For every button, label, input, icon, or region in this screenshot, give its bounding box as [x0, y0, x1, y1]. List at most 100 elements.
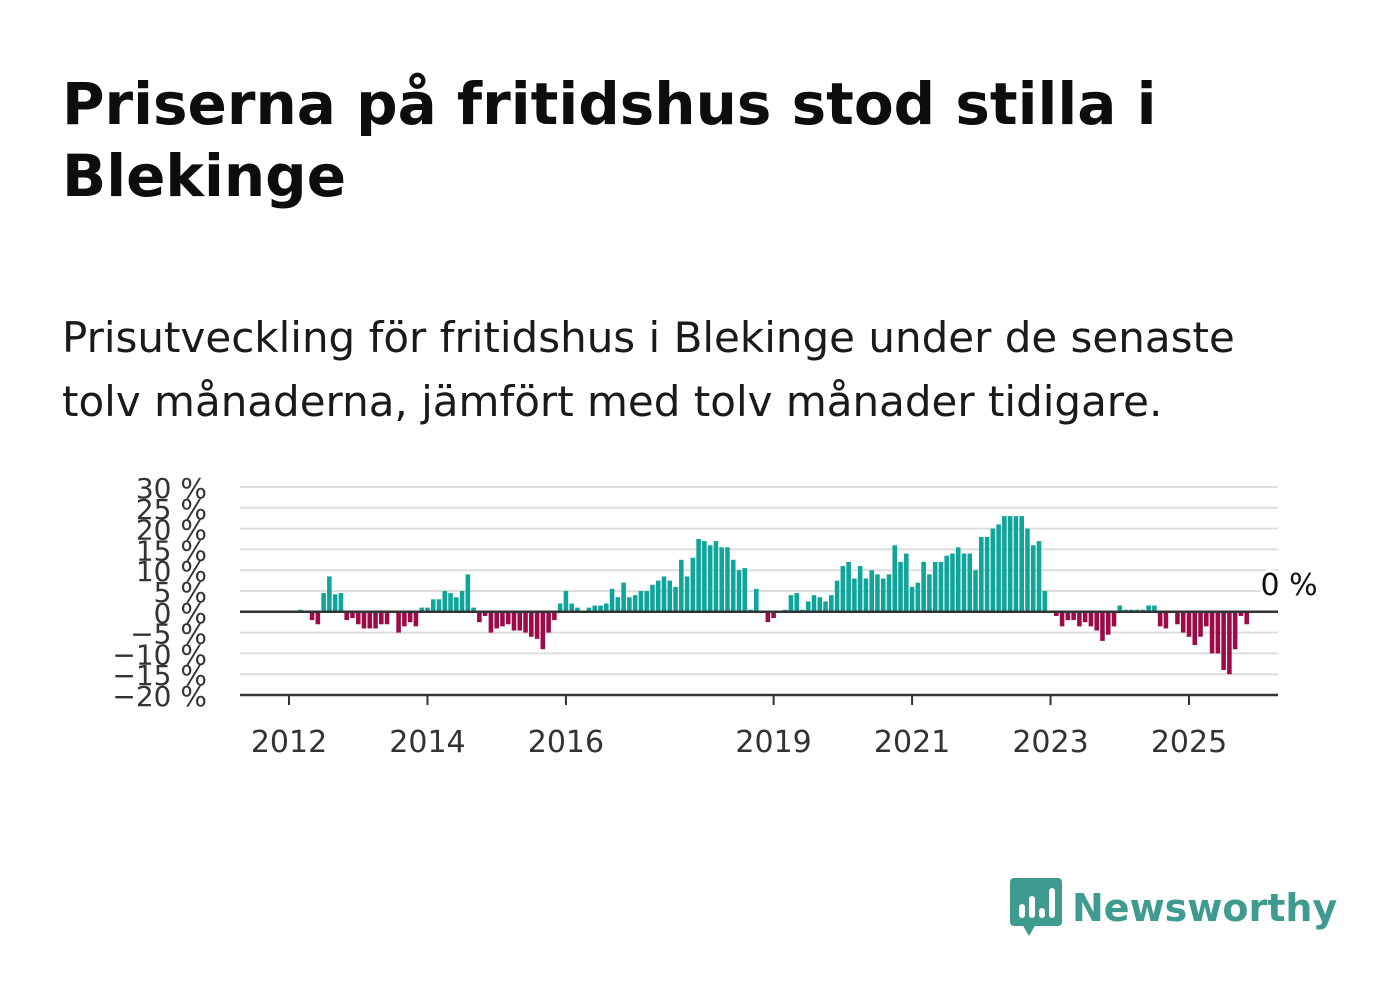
bar: [909, 586, 915, 612]
bar: [454, 597, 459, 612]
bar: [540, 611, 546, 650]
bar: [1180, 611, 1186, 633]
y-tick-label: 20 %: [136, 514, 207, 547]
bar: [529, 611, 534, 637]
bar: [725, 547, 730, 612]
bar: [736, 570, 742, 612]
y-tick-label: −10 %: [112, 638, 207, 671]
bar: [488, 611, 494, 633]
bar: [609, 588, 615, 612]
bar: [863, 578, 869, 612]
y-tick-label: −20 %: [112, 680, 207, 713]
bar: [604, 603, 609, 612]
bar: [990, 528, 996, 612]
bar: [552, 611, 557, 621]
bar: [563, 591, 569, 612]
bar: [396, 611, 401, 633]
x-tick-label: 2012: [251, 725, 327, 760]
bar: [713, 541, 719, 612]
bar: [632, 595, 638, 612]
bar: [1204, 611, 1209, 627]
bar: [1100, 611, 1105, 641]
bar: [898, 561, 903, 612]
bar: [367, 611, 373, 629]
bar: [788, 595, 794, 612]
y-tick-label: 10 %: [136, 555, 207, 588]
bar: [430, 599, 436, 612]
bar: [932, 561, 938, 612]
bar: [471, 607, 476, 612]
bar: [407, 611, 413, 623]
bar: [442, 591, 448, 612]
bar: [1105, 611, 1111, 635]
bar: [598, 605, 603, 612]
bar: [961, 553, 967, 612]
bar: [592, 605, 598, 612]
bar: [448, 593, 453, 612]
bar: [875, 574, 880, 612]
bar: [1088, 611, 1094, 627]
bar: [1054, 611, 1059, 616]
bar: [413, 611, 419, 627]
x-tick-label: 2014: [389, 725, 465, 760]
bar: [967, 553, 973, 612]
bar: [477, 611, 482, 623]
bar: [459, 591, 465, 612]
bar: [742, 568, 748, 612]
bar: [615, 597, 621, 612]
bar: [852, 578, 857, 612]
bar: [886, 574, 892, 612]
bar: [1025, 528, 1030, 612]
bar: [1192, 611, 1198, 646]
bar: [644, 591, 649, 612]
bar: [927, 574, 932, 612]
bar: [1198, 611, 1203, 637]
bar: [638, 591, 644, 612]
bar: [1111, 611, 1117, 627]
bar: [494, 611, 499, 629]
bar: [1186, 611, 1192, 637]
bar: [984, 536, 990, 612]
bar: [1244, 611, 1249, 625]
x-tick-label: 2019: [735, 725, 811, 760]
bar: [1152, 605, 1157, 612]
bar: [1036, 541, 1042, 612]
brand-name: Newsworthy: [1072, 886, 1338, 930]
bar: [361, 611, 367, 629]
bar: [823, 601, 828, 612]
bar: [938, 561, 944, 612]
bar: [1227, 611, 1232, 675]
bar: [1238, 611, 1244, 616]
bar: [327, 576, 332, 612]
x-tick-label: 2023: [1012, 725, 1088, 760]
bar: [1019, 516, 1024, 612]
bar: [829, 595, 834, 612]
bar: [1175, 611, 1180, 625]
y-tick-label: 30 %: [136, 472, 207, 505]
bar: [846, 561, 851, 612]
bar: [309, 611, 315, 621]
bar: [805, 601, 811, 612]
chart-title: Priserna på fritidshus stod stilla i Ble…: [62, 70, 1157, 210]
bar: [771, 611, 776, 619]
bar: [511, 611, 517, 631]
bar: [955, 547, 961, 612]
bar: [904, 553, 909, 612]
bar: [338, 593, 344, 612]
bar: [557, 603, 563, 612]
chart-subtitle: Prisutveckling för fritidshus i Blekinge…: [62, 313, 1235, 426]
bar: [973, 570, 978, 612]
bar: [1065, 611, 1071, 621]
bar: [730, 559, 736, 612]
bar: [1221, 611, 1226, 671]
bar: [834, 580, 840, 612]
bar: [402, 611, 407, 627]
x-tick-label: 2025: [1151, 725, 1227, 760]
bar: [1117, 605, 1123, 612]
bar: [1042, 591, 1048, 612]
bar-chart-speech-bubble-icon: [1010, 878, 1062, 936]
bar: [315, 611, 321, 625]
y-tick-label: 5 %: [154, 576, 207, 609]
bar: [811, 595, 817, 612]
bar: [857, 566, 863, 612]
